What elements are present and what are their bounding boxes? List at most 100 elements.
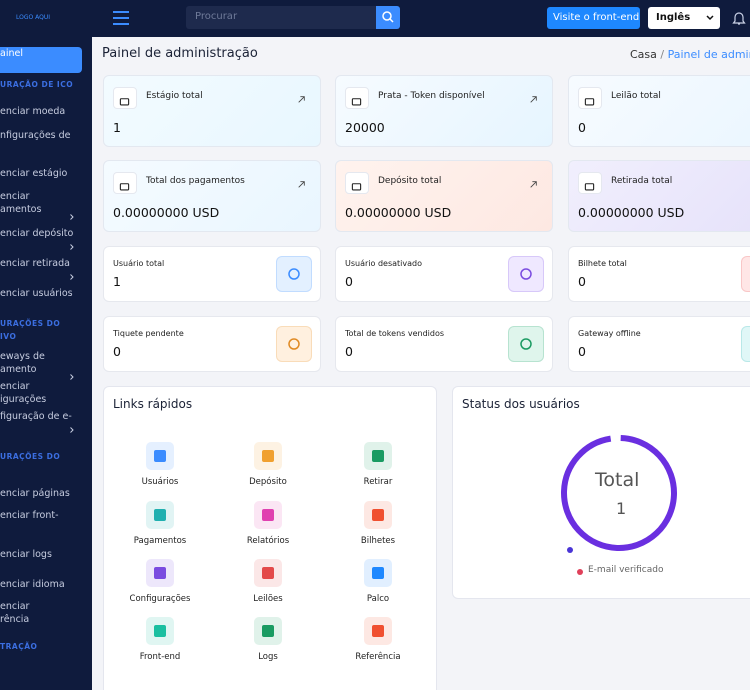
quick-link-icon[interactable]: [254, 501, 282, 529]
quick-link-icon[interactable]: [146, 501, 174, 529]
card-label: Estágio total: [146, 91, 203, 101]
quick-link-icon[interactable]: [146, 617, 174, 645]
donut-chart: [561, 434, 677, 551]
icon-glyph: [372, 625, 384, 637]
stat-icon-box: [276, 326, 312, 362]
visit-frontend-button[interactable]: Visite o front-end: [547, 7, 640, 29]
page-title: Painel de administração: [102, 46, 258, 61]
icon-graphic: [70, 374, 74, 380]
stat-value: 0: [578, 274, 586, 289]
sidebar-link[interactable]: enciar páginas: [0, 487, 92, 513]
section-text: URAÇÃO DE ICO: [0, 79, 74, 89]
donut-center-value: 1: [616, 499, 627, 518]
sidebar-link[interactable]: nfigurações de: [0, 129, 92, 155]
stat-card: Tiquete pendente 0: [103, 316, 321, 372]
chevron: [68, 419, 76, 433]
quick-link-label[interactable]: Front-end: [139, 652, 181, 662]
summary-card[interactable]: Estágio total 1: [103, 75, 321, 147]
search-button[interactable]: [376, 6, 400, 29]
sidebar-link[interactable]: enciar depósito: [0, 227, 92, 253]
card-value: 0.00000000 USD: [345, 205, 452, 220]
sidebar-link[interactable]: enciar logs: [0, 548, 92, 574]
link-text: enciar páginas: [0, 487, 70, 499]
quick-link-label[interactable]: Relatórios: [246, 536, 290, 546]
link-text: figuração de e-: [0, 410, 72, 422]
legend-label: E-mail verificado: [588, 565, 664, 575]
quick-link-label[interactable]: Logs: [258, 652, 278, 662]
icon-graphic: [70, 244, 74, 250]
summary-card[interactable]: Depósito total 0.00000000 USD: [335, 160, 553, 232]
sidebar-link[interactable]: enciar estágio: [0, 167, 92, 193]
summary-card[interactable]: Retirada total 0.00000000 USD: [568, 160, 750, 232]
sidebar-link[interactable]: enciar igurações: [0, 381, 92, 413]
icon-glyph: [154, 567, 166, 579]
quick-link-label[interactable]: Palco: [366, 594, 390, 604]
quick-link-icon[interactable]: [254, 617, 282, 645]
quick-link-label[interactable]: Pagamentos: [133, 536, 187, 546]
icon-glyph: [154, 625, 166, 637]
breadcrumb-separator: /: [660, 48, 665, 61]
sidebar: [0, 0, 92, 690]
summary-card[interactable]: Prata - Token disponível 20000: [335, 75, 553, 147]
card-arrow: [529, 174, 538, 188]
card-icon: [584, 177, 595, 191]
stat-card: Usuário total 1: [103, 246, 321, 302]
search-box[interactable]: Procurar: [186, 6, 376, 29]
icon-glyph: [372, 567, 384, 579]
card-icon-box: [113, 87, 137, 109]
quick-link-icon[interactable]: [364, 617, 392, 645]
sidebar-link[interactable]: enciar retirada: [0, 257, 92, 283]
sidebar-link[interactable]: enciar idioma: [0, 578, 92, 604]
stat-value: 0: [113, 344, 121, 359]
card-icon: [119, 177, 130, 191]
logo: LOGO AQUI: [16, 14, 51, 21]
stat-label: Usuário total: [113, 259, 165, 268]
notification-bell[interactable]: [732, 10, 746, 26]
link-text: enciar: [0, 381, 30, 392]
sidebar-section-header: URAÇÕES DO IVO: [0, 319, 92, 351]
stat-icon-box: [276, 256, 312, 292]
stat-icon: [286, 336, 302, 352]
quick-link-label[interactable]: Retirar: [363, 477, 393, 487]
quick-link-icon[interactable]: [254, 559, 282, 587]
summary-card[interactable]: Leilão total 0: [568, 75, 750, 147]
quick-link-label[interactable]: Referência: [355, 652, 401, 662]
sidebar-link[interactable]: enciar amentos: [0, 191, 92, 223]
summary-card[interactable]: Total dos pagamentos 0.00000000 USD: [103, 160, 321, 232]
sidebar-link[interactable]: eways de amento: [0, 351, 92, 383]
icon-graphic: [119, 98, 130, 106]
icon-glyph: [262, 450, 274, 462]
icon-graphic: [584, 98, 595, 106]
quick-link-icon[interactable]: [146, 442, 174, 470]
sidebar-link[interactable]: enciar front-: [0, 509, 92, 535]
breadcrumb-home[interactable]: Casa: [630, 48, 657, 61]
quick-link-icon[interactable]: [364, 442, 392, 470]
sidebar-link[interactable]: figuração de e-: [0, 410, 92, 436]
icon-graphic: [119, 183, 130, 191]
quick-link-label[interactable]: Configurações: [129, 594, 191, 604]
icon-graphic: [530, 181, 537, 188]
quick-link-icon[interactable]: [364, 559, 392, 587]
language-select[interactable]: Inglês: [648, 7, 720, 29]
quick-link-icon[interactable]: [146, 559, 174, 587]
icon-graphic: [70, 214, 74, 220]
quick-link-icon[interactable]: [364, 501, 392, 529]
quick-link-label[interactable]: Depósito: [249, 477, 287, 487]
stat-icon-box: [508, 326, 544, 362]
legend-dot: [567, 547, 573, 553]
quick-link-label[interactable]: Leilões: [253, 594, 283, 604]
quick-link-icon[interactable]: [254, 442, 282, 470]
sidebar-link[interactable]: enciar usuários: [0, 287, 92, 313]
sidebar-link[interactable]: enciar rência: [0, 601, 92, 633]
quick-link-label[interactable]: Bilhetes: [360, 536, 396, 546]
menu-toggle[interactable]: [112, 10, 130, 26]
icon-graphic: [351, 98, 362, 106]
icon-graphic: [298, 181, 305, 188]
sidebar-link[interactable]: enciar moeda: [0, 105, 92, 131]
link-text: amento: [0, 364, 37, 375]
quick-link-label[interactable]: Usuários: [141, 477, 179, 487]
stat-value: 1: [113, 274, 121, 289]
user-status-panel: Status dos usuários Total 1 E-mail verif…: [452, 386, 750, 599]
sidebar-link[interactable]: ainel: [0, 47, 82, 73]
